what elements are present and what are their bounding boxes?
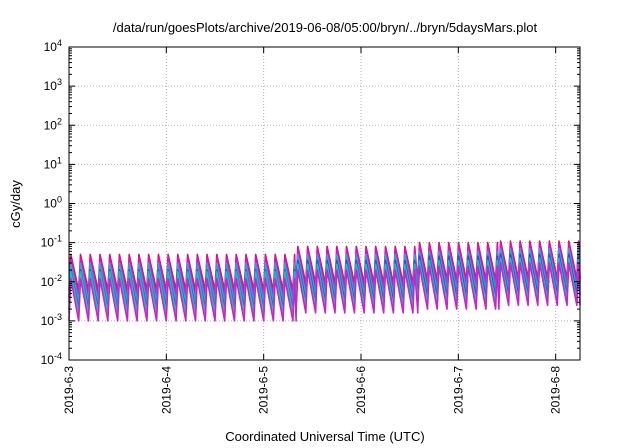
x-tick-label: 2019-6-5 <box>257 366 271 414</box>
y-tick-label: 10-2 <box>41 273 62 289</box>
y-tick-label: 10-4 <box>41 351 62 367</box>
y-tick-label: 103 <box>44 77 62 93</box>
x-tick-label: 2019-6-6 <box>354 366 368 414</box>
x-axis: 2019-6-3 2019-6-4 2019-6-5 2019-6-6 2019-6-7… <box>62 47 563 414</box>
x-axis-label: Coordinated Universal Time (UTC) <box>225 429 424 444</box>
y-tick-label: 10-3 <box>41 312 62 328</box>
series-group <box>68 240 581 322</box>
y-tick-label: 104 <box>44 38 62 54</box>
x-tick-label: 2019-6-7 <box>451 366 465 414</box>
y-tick-label: 102 <box>44 116 62 132</box>
y-tick-label: 101 <box>44 155 62 171</box>
x-tick-label: 2019-6-3 <box>62 366 76 414</box>
y-tick-label: 100 <box>44 195 62 211</box>
y-axis-label: cGy/day <box>8 180 23 228</box>
x-tick-label: 2019-6-8 <box>549 366 563 414</box>
series-line <box>68 262 581 322</box>
x-tick-label: 2019-6-4 <box>159 366 173 414</box>
y-tick-label: 10-1 <box>41 234 62 250</box>
y-axis: 10-4 10-3 10-2 10-1 100 101 102 103 104 <box>41 38 580 367</box>
chart-title: /data/run/goesPlots/archive/2019-06-08/0… <box>113 20 538 35</box>
